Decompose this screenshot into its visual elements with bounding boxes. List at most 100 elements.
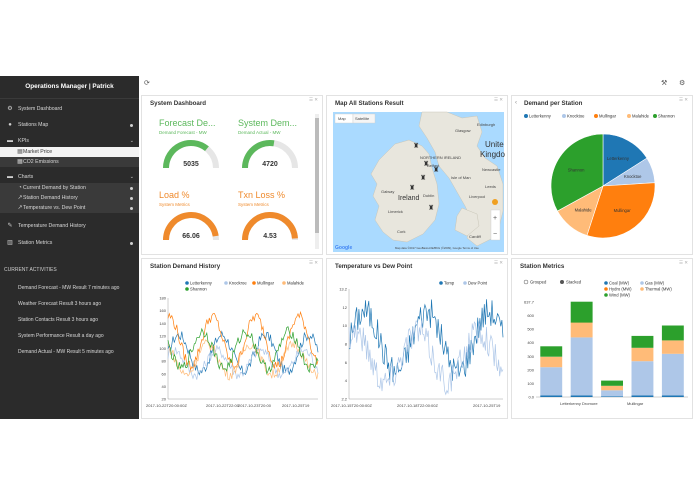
sidebar-item-temp-demand-history[interactable]: ✎ Temperature Demand History	[0, 221, 139, 232]
legend-swatch[interactable]	[185, 287, 189, 291]
legend-label[interactable]: Malahide	[287, 281, 305, 286]
legend-label[interactable]: Shannon	[190, 287, 207, 292]
sidebar-item-stations-map[interactable]: ● Stations Map	[0, 120, 139, 131]
sidebar-item-market-price[interactable]: ▦ Market Price	[17, 149, 53, 155]
station-marker-icon[interactable]: ♜	[420, 174, 426, 182]
mode-stacked-radio[interactable]	[560, 280, 564, 284]
chevron-left-icon[interactable]: ‹	[515, 100, 517, 106]
legend-swatch[interactable]	[562, 114, 566, 118]
series-line[interactable]	[167, 326, 319, 375]
mode-stacked-label[interactable]: Stacked	[566, 280, 582, 285]
legend-label[interactable]: Letterkenny	[190, 281, 213, 286]
bar-segment[interactable]	[540, 395, 563, 398]
legend-swatch[interactable]	[604, 287, 608, 291]
panel-controls[interactable]: ☰ ✕	[678, 97, 688, 102]
sidebar-item-system-dashboard[interactable]: ⚙ System Dashboard	[0, 104, 139, 115]
legend-swatch[interactable]	[524, 114, 528, 118]
pie-slice[interactable]	[602, 133, 648, 187]
legend-swatch[interactable]	[653, 114, 657, 118]
series-line[interactable]	[348, 320, 504, 396]
series-line[interactable]	[348, 299, 504, 383]
bar-segment[interactable]	[570, 337, 593, 396]
legend-label[interactable]: Shannon	[658, 114, 675, 119]
station-marker-icon[interactable]: ♜	[433, 166, 439, 174]
station-marker-icon[interactable]: ♜	[428, 204, 434, 212]
mode-grouped-radio[interactable]	[523, 279, 529, 285]
station-marker-icon[interactable]: ♜	[423, 160, 429, 168]
bar-segment[interactable]	[540, 346, 563, 357]
zoom-controls[interactable]	[490, 209, 501, 241]
panel-controls[interactable]: ☰ ✕	[308, 260, 318, 265]
bar-segment[interactable]	[570, 301, 593, 323]
station-marker-icon[interactable]: ♜	[409, 184, 415, 192]
bar-segment[interactable]	[601, 380, 623, 386]
sidebar-item-station-demand-history[interactable]: ↗ Station Demand History	[0, 193, 139, 203]
legend-swatch[interactable]	[604, 281, 608, 285]
pegman-icon[interactable]	[492, 199, 498, 205]
scrollbar-thumb[interactable]	[315, 118, 319, 233]
legend-label[interactable]: Coal (MW)	[609, 281, 630, 286]
legend-swatch[interactable]	[282, 281, 286, 285]
bar-segment[interactable]	[601, 396, 623, 397]
panel-controls[interactable]: ☰ ✕	[493, 97, 503, 102]
bar-segment[interactable]	[540, 356, 563, 368]
legend-label[interactable]: Malahide	[632, 114, 650, 119]
sidebar-item-kpis[interactable]: ▬ KPIs ⌄	[0, 136, 139, 147]
legend-label[interactable]: Dew Point	[468, 281, 488, 286]
station-marker-icon[interactable]: ♜	[413, 142, 419, 150]
activity-item[interactable]: System Performance Result a day ago	[18, 333, 104, 339]
legend-swatch[interactable]	[627, 114, 631, 118]
activity-item[interactable]: Station Contacts Result 3 hours ago	[18, 317, 99, 323]
legend-label[interactable]: Knockroe	[229, 281, 247, 286]
bar-segment[interactable]	[601, 385, 623, 391]
bar-segment[interactable]	[661, 353, 684, 396]
bar-segment[interactable]	[601, 390, 623, 397]
pie-slice[interactable]	[586, 182, 656, 239]
zoom-in-button[interactable]: +	[493, 215, 497, 222]
legend-label[interactable]: Gas (MW)	[645, 281, 665, 286]
map-svg[interactable]: Map Satellite NORTHERN IRELAND Ireland U…	[327, 96, 508, 255]
bar-segment[interactable]	[661, 340, 684, 354]
sidebar-item-station-metrics[interactable]: ▥ Station Metrics	[0, 238, 139, 249]
sidebar-item-temp-dew[interactable]: ↗ Temperature vs. Dew Point	[0, 203, 139, 213]
legend-swatch[interactable]	[224, 281, 228, 285]
activity-item[interactable]: Weather Forecast Result 3 hours ago	[18, 301, 102, 307]
sidebar-item-co2-emissions[interactable]: ▦ CO2 Emissions	[17, 159, 59, 165]
series-line[interactable]	[167, 339, 319, 381]
legend-swatch[interactable]	[185, 281, 189, 285]
series-line[interactable]	[167, 330, 319, 376]
map-tab-satellite[interactable]	[352, 113, 376, 124]
series-line[interactable]	[167, 345, 319, 380]
zoom-out-button[interactable]: −	[493, 231, 497, 238]
bar-segment[interactable]	[570, 395, 593, 398]
sidebar-item-current-demand[interactable]: ◔ Current Demand by Station	[0, 183, 139, 193]
bar-segment[interactable]	[570, 322, 593, 338]
bar-segment[interactable]	[631, 335, 654, 348]
legend-swatch[interactable]	[604, 293, 608, 297]
bar-segment[interactable]	[631, 395, 654, 398]
legend-swatch[interactable]	[640, 287, 644, 291]
pie-slice[interactable]	[550, 133, 604, 212]
bar-segment[interactable]	[631, 361, 654, 396]
gear-icon[interactable]: ⚙	[679, 80, 686, 87]
refresh-icon[interactable]: ⟳	[144, 80, 150, 87]
bar-segment[interactable]	[661, 395, 684, 398]
legend-label[interactable]: Thermal (MW)	[645, 287, 672, 292]
wrench-icon[interactable]: ⚒	[661, 80, 668, 87]
legend-swatch[interactable]	[252, 281, 256, 285]
legend-swatch[interactable]	[439, 281, 443, 285]
legend-label[interactable]: Knocktoe	[567, 114, 585, 119]
legend-label[interactable]: Temp	[444, 281, 455, 286]
bar-segment[interactable]	[631, 347, 654, 362]
activity-item[interactable]: Demand Actual - MW Result 5 minutes ago	[18, 349, 114, 355]
bar-segment[interactable]	[661, 325, 684, 341]
panel-controls[interactable]: ☰ ✕	[308, 97, 318, 102]
legend-label[interactable]: Wind (MW)	[609, 293, 631, 298]
legend-label[interactable]: Hydro (MW)	[609, 287, 632, 292]
station-markers[interactable]: ♜ ♜ ♜ ♜ ♜ ♜	[409, 142, 439, 212]
legend-swatch[interactable]	[463, 281, 467, 285]
legend-swatch[interactable]	[640, 281, 644, 285]
activity-item[interactable]: Demand Forecast - MW Result 7 minutes ag…	[18, 285, 120, 291]
sidebar-item-charts[interactable]: ▬ Charts ⌄	[0, 172, 139, 183]
legend-swatch[interactable]	[594, 114, 598, 118]
